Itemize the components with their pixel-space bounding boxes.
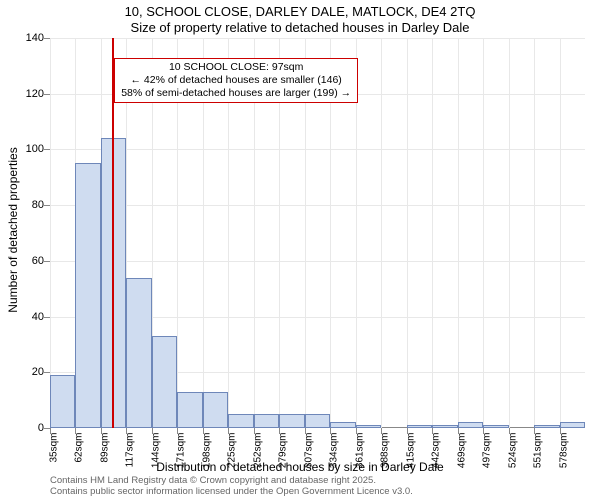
chart-footer: Contains HM Land Registry data © Crown c…: [50, 476, 413, 498]
grid-line-h: [50, 149, 585, 150]
histogram-bar: [254, 414, 279, 428]
grid-line-v: [381, 38, 382, 428]
grid-line-h: [50, 38, 585, 39]
histogram-bar: [432, 425, 457, 428]
grid-line-v: [483, 38, 484, 428]
histogram-bar: [356, 425, 381, 428]
grid-line-v: [560, 38, 561, 428]
grid-line-v: [50, 38, 51, 428]
y-tick-label: 120: [14, 88, 44, 100]
y-tick-label: 20: [14, 366, 44, 378]
y-tick-label: 60: [14, 255, 44, 267]
histogram-bar: [330, 422, 355, 428]
chart-title-address: 10, SCHOOL CLOSE, DARLEY DALE, MATLOCK, …: [0, 4, 600, 19]
histogram-bar: [152, 336, 177, 428]
grid-line-v: [509, 38, 510, 428]
histogram-bar: [203, 392, 228, 428]
histogram-bar: [560, 422, 585, 428]
footer-line2: Contains public sector information licen…: [50, 487, 413, 498]
plot-area: 02040608010012014035sqm62sqm89sqm117sqm1…: [50, 38, 585, 428]
histogram-bar: [483, 425, 508, 428]
grid-line-h: [50, 261, 585, 262]
chart-container: 10, SCHOOL CLOSE, DARLEY DALE, MATLOCK, …: [0, 0, 600, 500]
grid-line-h: [50, 205, 585, 206]
y-tick-label: 100: [14, 143, 44, 155]
x-tick-label: 35sqm: [49, 433, 60, 463]
x-tick-label: 62sqm: [74, 433, 85, 463]
grid-line-v: [534, 38, 535, 428]
x-tick-label: 89sqm: [99, 433, 110, 463]
y-tick-label: 0: [14, 422, 44, 434]
histogram-bar: [75, 163, 100, 428]
histogram-bar: [458, 422, 483, 428]
histogram-bar: [50, 375, 75, 428]
histogram-bar: [407, 425, 432, 428]
y-tick-label: 140: [14, 32, 44, 44]
histogram-bar: [279, 414, 304, 428]
annotation-line: 58% of semi-detached houses are larger (…: [121, 87, 351, 100]
histogram-bar: [305, 414, 330, 428]
grid-line-v: [458, 38, 459, 428]
histogram-bar: [126, 278, 151, 428]
annotation-box: 10 SCHOOL CLOSE: 97sqm← 42% of detached …: [114, 58, 358, 103]
grid-line-v: [432, 38, 433, 428]
y-tick-label: 40: [14, 311, 44, 323]
histogram-bar: [228, 414, 253, 428]
y-tick-label: 80: [14, 199, 44, 211]
grid-line-v: [407, 38, 408, 428]
annotation-line: 10 SCHOOL CLOSE: 97sqm: [121, 61, 351, 74]
x-axis-title: Distribution of detached houses by size …: [0, 460, 600, 474]
histogram-bar: [101, 138, 126, 428]
histogram-bar: [534, 425, 559, 428]
histogram-bar: [177, 392, 202, 428]
chart-title-sub: Size of property relative to detached ho…: [0, 20, 600, 35]
annotation-line: ← 42% of detached houses are smaller (14…: [121, 74, 351, 87]
